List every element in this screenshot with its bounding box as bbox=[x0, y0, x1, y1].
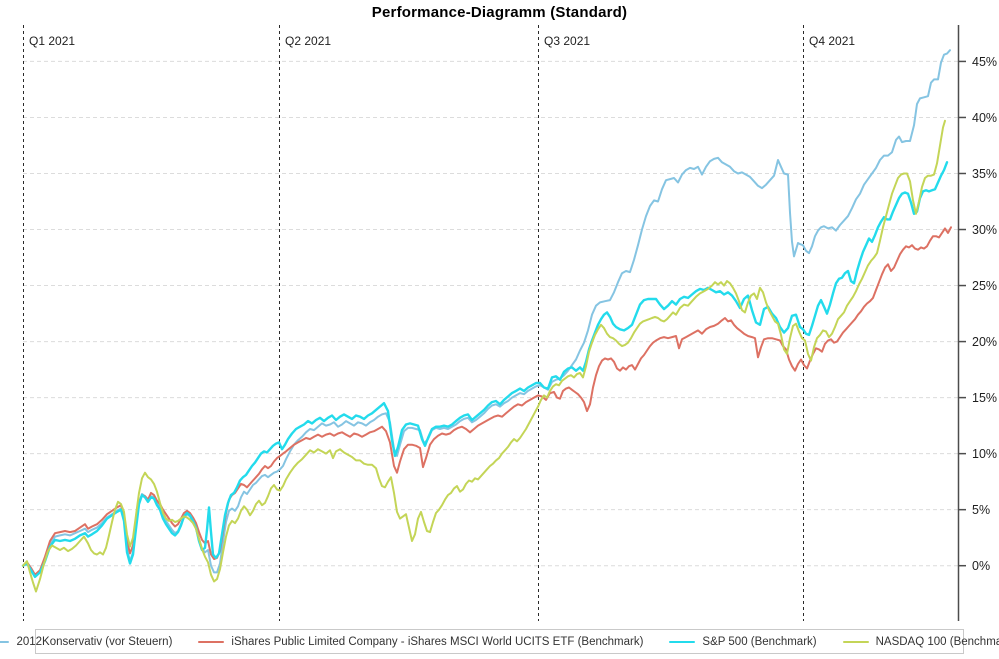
y-axis-tick-label-5pct: 5% bbox=[972, 503, 990, 517]
legend-item-2: iShares Public Limited Company - iShares… bbox=[198, 636, 643, 648]
y-axis-tick-label-40pct: 40% bbox=[972, 111, 997, 125]
quarter-label-q1: Q1 2021 bbox=[29, 34, 75, 48]
y-axis-tick-label-15pct: 15% bbox=[972, 391, 997, 405]
y-axis-tick-label-25pct: 25% bbox=[972, 279, 997, 293]
legend-item-1: 2012Konservativ (vor Steuern) bbox=[0, 636, 172, 648]
y-axis-tick-label-30pct: 30% bbox=[972, 223, 997, 237]
legend-swatch-icon bbox=[669, 640, 696, 643]
legend-label: NASDAQ 100 (Benchmark) bbox=[875, 635, 999, 648]
legend-item-3: S&P 500 (Benchmark) bbox=[669, 635, 817, 648]
chart-title: Performance-Diagramm (Standard) bbox=[371, 4, 628, 21]
y-axis-tick-label-45pct: 45% bbox=[972, 55, 997, 69]
y-axis-tick-label-10pct: 10% bbox=[972, 447, 997, 461]
quarter-label-q3: Q3 2021 bbox=[544, 34, 590, 48]
series-line-1 bbox=[22, 49, 951, 577]
legend-label: S&P 500 (Benchmark) bbox=[702, 635, 817, 648]
legend-swatch-icon bbox=[198, 640, 225, 643]
legend-label: iShares Public Limited Company - iShares… bbox=[231, 635, 644, 648]
series-line-2 bbox=[22, 226, 952, 576]
legend-label: 2012Konservativ (vor Steuern) bbox=[16, 635, 173, 648]
quarter-label-q2: Q2 2021 bbox=[285, 34, 331, 48]
legend-box: 2012Konservativ (vor Steuern) iShares Pub… bbox=[0, 629, 999, 654]
legend-swatch-icon bbox=[0, 640, 10, 643]
quarter-label-q4: Q4 2021 bbox=[809, 34, 855, 48]
legend-swatch-icon bbox=[842, 640, 869, 643]
y-axis-tick-label-0pct: 0% bbox=[972, 559, 990, 573]
y-axis-tick-label-20pct: 20% bbox=[972, 335, 997, 349]
series-line-4 bbox=[22, 119, 946, 593]
series-line-3 bbox=[21, 161, 949, 579]
legend-item-4: NASDAQ 100 (Benchmark) bbox=[842, 635, 999, 648]
y-axis-tick-label-35pct: 35% bbox=[972, 167, 997, 181]
